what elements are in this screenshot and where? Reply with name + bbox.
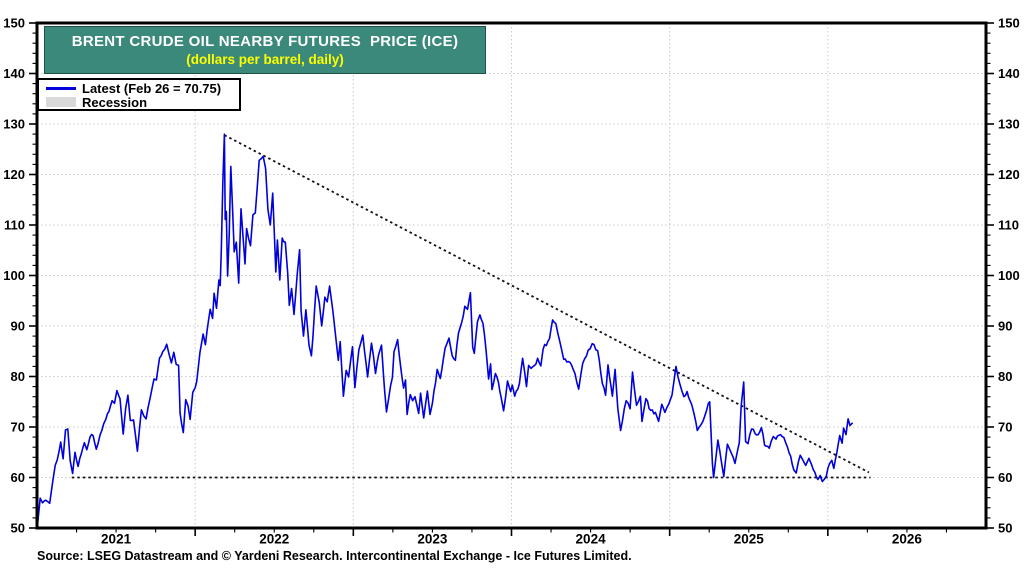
svg-text:70: 70 bbox=[11, 420, 25, 435]
svg-text:2026: 2026 bbox=[892, 532, 923, 547]
svg-text:60: 60 bbox=[11, 470, 25, 485]
svg-text:130: 130 bbox=[3, 117, 25, 132]
legend-recession-swatch bbox=[46, 97, 76, 107]
svg-text:2025: 2025 bbox=[734, 532, 765, 547]
chart-legend: Latest (Feb 26 = 70.75) Recession bbox=[37, 78, 241, 111]
svg-text:60: 60 bbox=[998, 470, 1012, 485]
svg-text:80: 80 bbox=[11, 369, 25, 384]
svg-text:110: 110 bbox=[4, 218, 25, 233]
legend-item-recession: Recession bbox=[39, 94, 239, 110]
legend-item-latest: Latest (Feb 26 = 70.75) bbox=[39, 80, 239, 96]
svg-text:120: 120 bbox=[3, 167, 25, 182]
svg-text:2022: 2022 bbox=[259, 532, 289, 547]
svg-text:50: 50 bbox=[998, 521, 1012, 536]
svg-text:2024: 2024 bbox=[576, 532, 607, 547]
svg-text:150: 150 bbox=[998, 16, 1020, 31]
legend-latest-label: Latest (Feb 26 = 70.75) bbox=[82, 80, 222, 96]
svg-text:150: 150 bbox=[3, 16, 25, 31]
source-attribution: Source: LSEG Datastream and © Yardeni Re… bbox=[37, 549, 632, 563]
legend-recession-label: Recession bbox=[82, 94, 148, 110]
svg-text:2023: 2023 bbox=[417, 532, 448, 547]
legend-latest-line-swatch bbox=[46, 86, 76, 90]
chart-title: BRENT CRUDE OIL NEARBY FUTURES PRICE (IC… bbox=[71, 32, 459, 50]
svg-text:100: 100 bbox=[3, 268, 25, 283]
svg-text:140: 140 bbox=[3, 66, 25, 81]
svg-text:80: 80 bbox=[998, 369, 1012, 384]
svg-text:90: 90 bbox=[11, 319, 25, 334]
svg-text:130: 130 bbox=[998, 117, 1020, 132]
svg-text:90: 90 bbox=[998, 319, 1012, 334]
svg-text:110: 110 bbox=[998, 218, 1019, 233]
svg-text:120: 120 bbox=[998, 167, 1020, 182]
chart-subtitle: (dollars per barrel, daily) bbox=[186, 52, 344, 68]
svg-text:140: 140 bbox=[998, 66, 1020, 81]
svg-text:70: 70 bbox=[998, 420, 1012, 435]
svg-text:100: 100 bbox=[998, 268, 1020, 283]
svg-text:2021: 2021 bbox=[101, 532, 132, 547]
chart-title-box: BRENT CRUDE OIL NEARBY FUTURES PRICE (IC… bbox=[44, 26, 486, 74]
svg-text:50: 50 bbox=[11, 521, 25, 536]
